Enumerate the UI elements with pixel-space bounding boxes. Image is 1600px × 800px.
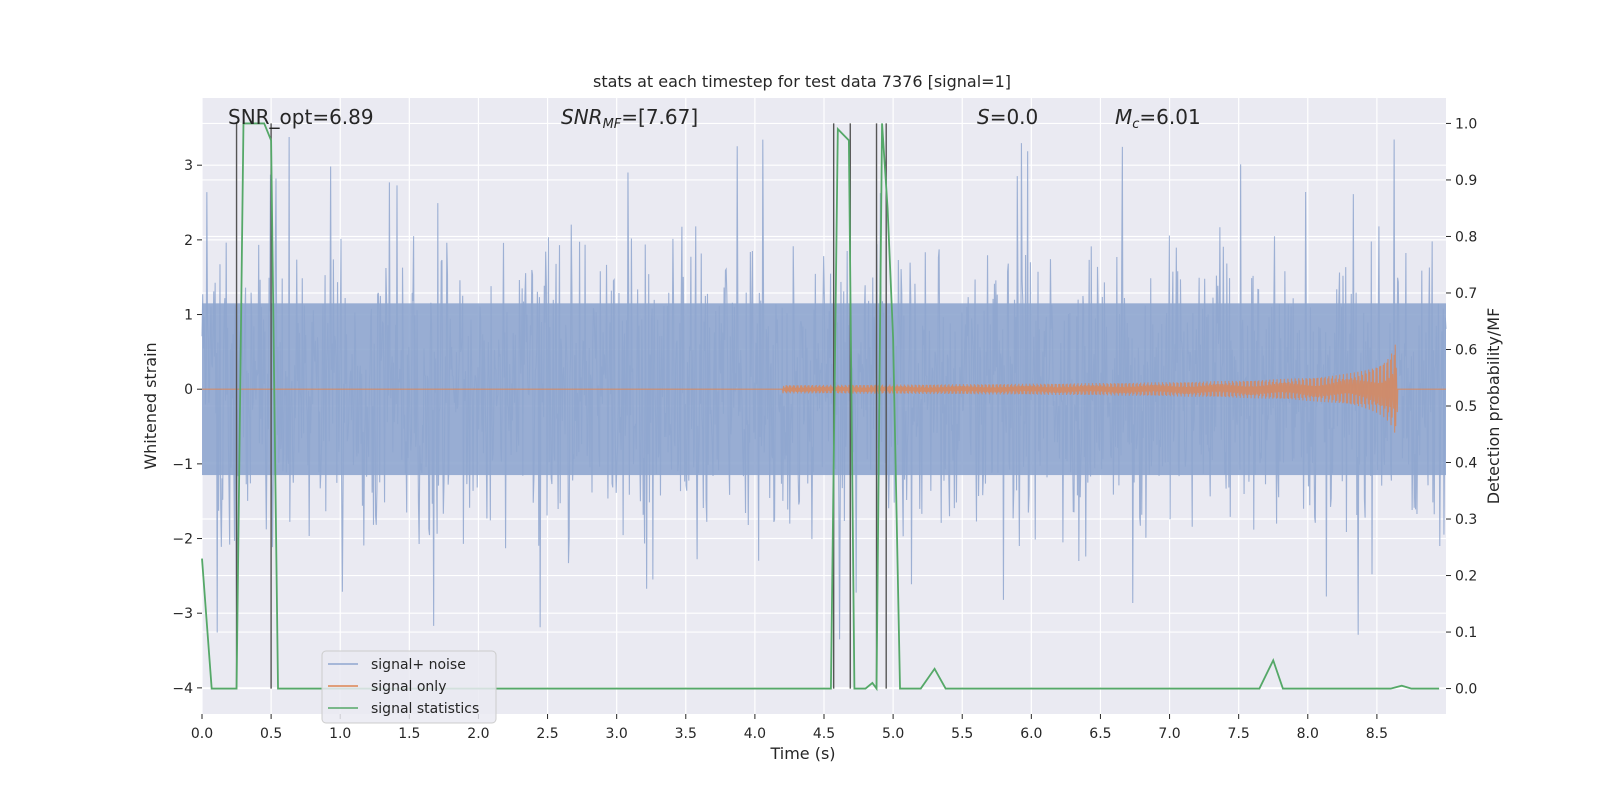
chart-title: stats at each timestep for test data 737… [593, 72, 1011, 91]
legend: signal+ noise signal only signal statist… [321, 650, 497, 724]
y-tick-label: 3 [184, 158, 193, 174]
snr-mf-value: =[7.67] [621, 105, 698, 129]
snr-mf-subscript: MF [603, 117, 622, 132]
y2-tick-label: 0.8 [1455, 229, 1477, 245]
s-symbol: S [977, 105, 990, 129]
y2-tick-label: 0.9 [1455, 173, 1477, 189]
legend-label-signal: signal only [371, 679, 446, 695]
y2-axis-ticks: 1.0 0.9 0.8 0.7 0.6 0.5 0.4 0.3 0.2 0.1 0.0 [1446, 116, 1477, 698]
y-axis-ticks: 3 2 1 0 −1 −2 −3 −4 [172, 158, 202, 697]
x-tick-label: 7.5 [1228, 726, 1250, 742]
snr-opt-annotation: SNR_opt=6.89 [228, 105, 374, 129]
y-tick-label: −2 [172, 532, 193, 548]
x-tick-label: 4.5 [813, 726, 835, 742]
snr-mf-symbol: SNR [561, 105, 603, 129]
y-tick-label: −3 [172, 606, 193, 622]
x-axis-ticks: 0.0 0.5 1.0 1.5 2.0 2.5 3.0 3.5 4.0 4.5 5.0 5.5 6.0 6… [191, 714, 1388, 742]
x-tick-label: 3.5 [675, 726, 697, 742]
y-tick-label: 1 [184, 308, 193, 324]
x-tick-label: 8.0 [1297, 726, 1319, 742]
y2-axis-label: Detection probability/MF [1484, 308, 1503, 505]
y2-tick-label: 0.5 [1455, 399, 1477, 415]
y-tick-label: −4 [172, 681, 193, 697]
y-axis-label: Whitened strain [141, 342, 160, 469]
x-tick-label: 8.5 [1366, 726, 1388, 742]
snr-mf-annotation: SNRMF=[7.67] [561, 105, 698, 132]
x-tick-label: 3.0 [606, 726, 628, 742]
signal-series [202, 344, 1446, 433]
x-tick-label: 6.5 [1089, 726, 1111, 742]
mc-symbol: M [1115, 105, 1132, 129]
statistics-series [201, 122, 1440, 692]
x-tick-label: 5.5 [951, 726, 973, 742]
x-axis-label: Time (s) [769, 744, 835, 763]
x-tick-label: 5.0 [882, 726, 904, 742]
mc-annotation: Mc=6.01 [1115, 105, 1201, 132]
s-annotation: S=0.0 [977, 105, 1038, 129]
x-tick-label: 0.5 [260, 726, 282, 742]
mc-subscript: c [1132, 117, 1139, 132]
x-tick-label: 2.5 [536, 726, 558, 742]
statistics-line [201, 122, 1440, 692]
y-tick-label: 0 [184, 382, 193, 398]
x-tick-label: 1.5 [398, 726, 420, 742]
x-tick-label: 2.0 [467, 726, 489, 742]
y2-tick-label: 0.6 [1455, 342, 1477, 358]
mc-value: =6.01 [1139, 105, 1200, 129]
y2-tick-label: 0.3 [1455, 512, 1477, 528]
x-tick-label: 1.0 [329, 726, 351, 742]
y2-tick-label: 0.7 [1455, 286, 1477, 302]
y2-tick-label: 0.0 [1455, 682, 1477, 698]
s-value: =0.0 [990, 105, 1039, 129]
legend-label-statistics: signal statistics [371, 701, 479, 717]
y-tick-label: 2 [184, 233, 193, 249]
y2-tick-label: 0.4 [1455, 456, 1477, 472]
x-tick-label: 4.0 [744, 726, 766, 742]
legend-label-noise: signal+ noise [371, 657, 466, 673]
y2-tick-label: 0.1 [1455, 625, 1477, 641]
signal-line [202, 344, 1446, 433]
y-tick-label: −1 [172, 457, 193, 473]
y2-tick-label: 0.2 [1455, 569, 1477, 585]
x-tick-label: 0.0 [191, 726, 213, 742]
legend-box [321, 650, 497, 724]
x-tick-label: 6.0 [1020, 726, 1042, 742]
x-tick-label: 7.0 [1158, 726, 1180, 742]
y2-tick-label: 1.0 [1455, 116, 1477, 132]
